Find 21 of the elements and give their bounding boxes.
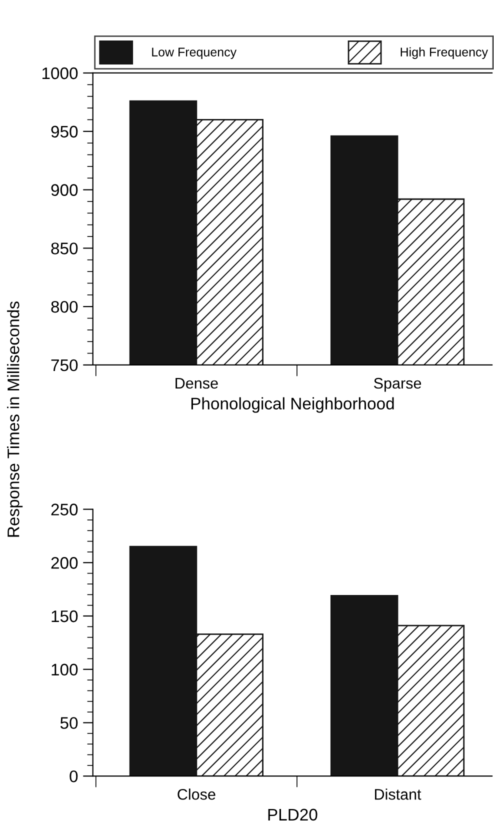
legend-label: High Frequency xyxy=(400,47,488,59)
y-tick-label: 0 xyxy=(70,770,78,782)
y-tick-label: 250 xyxy=(51,504,78,516)
y-tick-label: 100 xyxy=(52,664,78,676)
y-tick-label: 1000 xyxy=(42,67,78,80)
y-tick-label: 200 xyxy=(51,557,78,569)
y-tick-label: 950 xyxy=(51,126,78,138)
y-tick-label: 750 xyxy=(51,359,78,372)
y-axis-title: Response Times in Milliseconds xyxy=(7,302,23,537)
y-tick-label: 150 xyxy=(52,610,78,622)
y-tick-label: 800 xyxy=(51,300,78,313)
legend-label: Low Frequency xyxy=(152,48,237,59)
y-tick-label: 850 xyxy=(51,242,78,254)
x-tick-label: Dense xyxy=(176,378,218,389)
y-tick-label: 900 xyxy=(51,184,78,196)
x-tick-label: Sparse xyxy=(374,378,422,392)
x-tick-label: Close xyxy=(178,788,216,800)
x-axis-title: PLD20 xyxy=(268,808,318,821)
x-axis-title: Phonological Neighborhood xyxy=(191,397,394,413)
x-tick-label: Distant xyxy=(374,788,422,800)
y-tick-label: 50 xyxy=(60,717,78,729)
